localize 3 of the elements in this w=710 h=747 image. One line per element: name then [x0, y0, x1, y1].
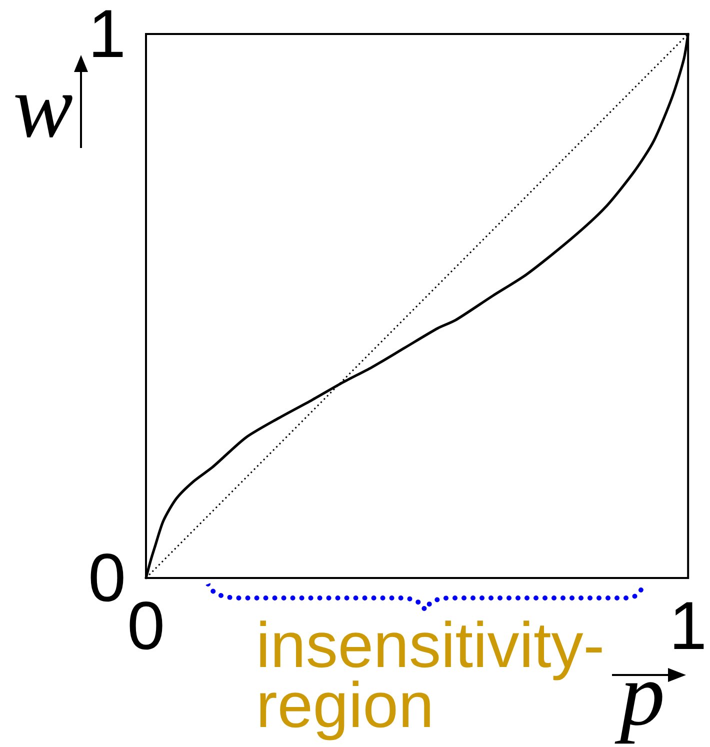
text: insensitivity-region — [256, 609, 605, 741]
x-axis-title: p — [614, 646, 665, 744]
y-axis-title: w — [13, 58, 74, 156]
